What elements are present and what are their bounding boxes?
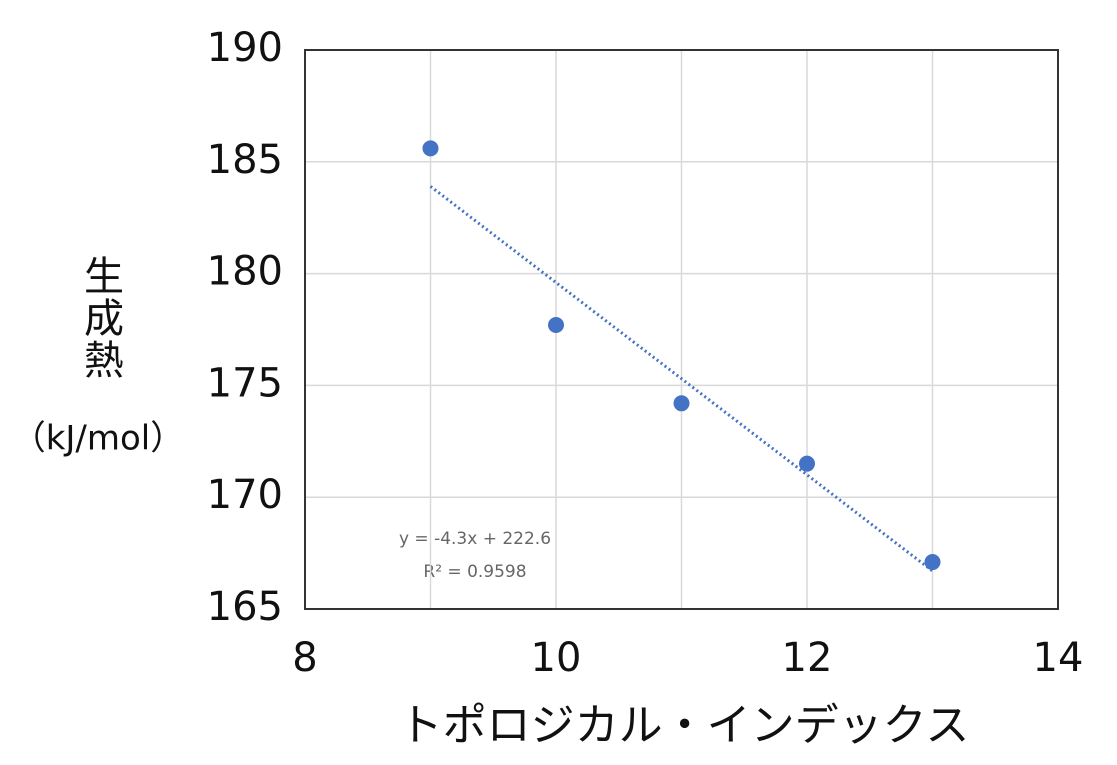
r-squared: R² = 0.9598: [423, 562, 526, 582]
x-tick-label: 10: [531, 635, 582, 681]
y-axis-label: 生成熱: [77, 255, 123, 381]
x-tick-label: 12: [782, 635, 833, 681]
y-tick-label: 175: [207, 360, 283, 406]
y-tick-label: 180: [207, 249, 283, 295]
x-tick-label: 8: [292, 635, 317, 681]
y-tick-label: 190: [207, 25, 283, 71]
x-axis-label: トポロジカル・インデックス: [399, 700, 970, 751]
trendline: [429, 185, 934, 573]
trend-equation: y = -4.3x + 222.6: [399, 529, 551, 549]
y-tick-label: 185: [207, 137, 283, 183]
plot-border: [304, 49, 1059, 610]
x-tick-label: 14: [1033, 635, 1084, 681]
point: [422, 140, 439, 157]
y-tick-label: 165: [207, 584, 283, 630]
point: [673, 395, 690, 412]
point: [799, 455, 815, 472]
y-tick-label: 170: [207, 472, 283, 518]
point: [924, 554, 941, 571]
point: [548, 317, 564, 334]
y-axis-unit: （kJ/mol）: [12, 419, 185, 459]
